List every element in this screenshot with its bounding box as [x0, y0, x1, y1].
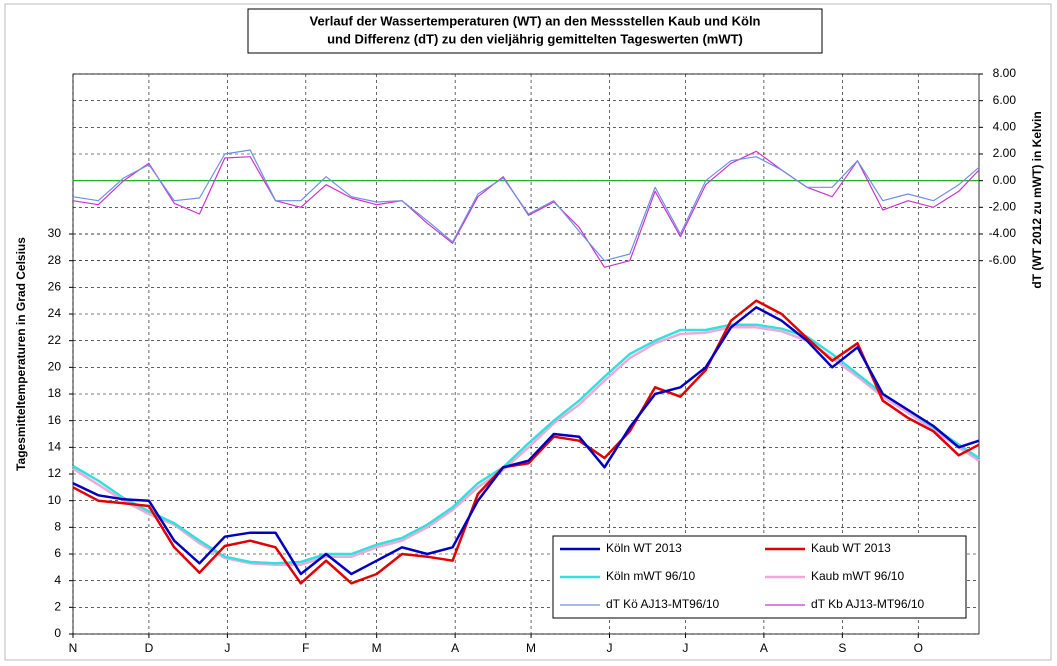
x-tick-label: J	[682, 641, 688, 655]
x-tick-label: A	[760, 641, 768, 655]
x-tick-label: D	[145, 641, 154, 655]
y-tick-label: 22	[48, 333, 62, 347]
x-tick-label: S	[838, 641, 846, 655]
y-axis-title: Tagesmitteltemperaturen in Grad Celsius	[14, 237, 28, 471]
y2-tick-label: 6.00	[993, 93, 1017, 107]
y2-tick-label: 0.00	[993, 173, 1017, 187]
y-tick-label: 6	[54, 546, 61, 560]
y-tick-label: 12	[48, 466, 62, 480]
title-box	[247, 8, 823, 54]
y-tick-label: 26	[48, 280, 62, 294]
x-tick-label: J	[224, 641, 230, 655]
y-tick-label: 0	[54, 626, 61, 640]
x-tick-label: M	[526, 641, 536, 655]
y-tick-label: 30	[48, 226, 62, 240]
y-tick-label: 20	[48, 360, 62, 374]
chart-title: Verlauf der Wassertemperaturen (WT) an d…	[310, 13, 761, 28]
y-tick-label: 28	[48, 253, 62, 267]
y-tick-label: 14	[48, 440, 62, 454]
y-tick-label: 8	[54, 520, 61, 534]
legend-label: dT Kö AJ13-MT96/10	[606, 597, 720, 611]
series-line	[72, 326, 980, 566]
x-tick-label: M	[372, 641, 382, 655]
legend-label: dT Kb AJ13-MT96/10	[811, 597, 925, 611]
legend-label: Köln WT 2013	[606, 541, 682, 555]
x-tick-label: N	[69, 641, 78, 655]
x-tick-label: O	[914, 641, 923, 655]
y2-tick-label: 2.00	[993, 146, 1017, 160]
y2-tick-label: 8.00	[993, 66, 1017, 80]
y-tick-label: 2	[54, 600, 61, 614]
y2-tick-label: 4.00	[993, 120, 1017, 134]
y-tick-label: 24	[48, 306, 62, 320]
series-line	[72, 150, 980, 268]
legend-box	[552, 535, 967, 619]
series-line	[72, 149, 980, 262]
chart-title: und Differenz (dT) zu den vieljährig gem…	[327, 31, 743, 46]
legend-label: Kaub mWT 96/10	[811, 569, 904, 583]
series-line	[72, 306, 980, 576]
series-line	[72, 299, 980, 585]
y2-tick-label: -2.00	[989, 200, 1017, 214]
x-tick-label: A	[451, 641, 459, 655]
y-tick-label: 4	[54, 573, 61, 587]
y-tick-label: 10	[48, 493, 62, 507]
legend-label: Köln mWT 96/10	[606, 569, 695, 583]
y2-tick-label: -6.00	[989, 253, 1017, 267]
y-tick-label: 16	[48, 413, 62, 427]
chart-frame	[4, 3, 1052, 661]
legend-label: Kaub WT 2013	[811, 541, 891, 555]
y2-axis-title: dT (WT 2012 zu mWT) in Kelvin	[1030, 111, 1044, 288]
y-tick-label: 18	[48, 386, 62, 400]
y2-tick-label: -4.00	[989, 226, 1017, 240]
x-tick-label: F	[302, 641, 309, 655]
x-tick-label: J	[607, 641, 613, 655]
series-line	[72, 323, 980, 565]
